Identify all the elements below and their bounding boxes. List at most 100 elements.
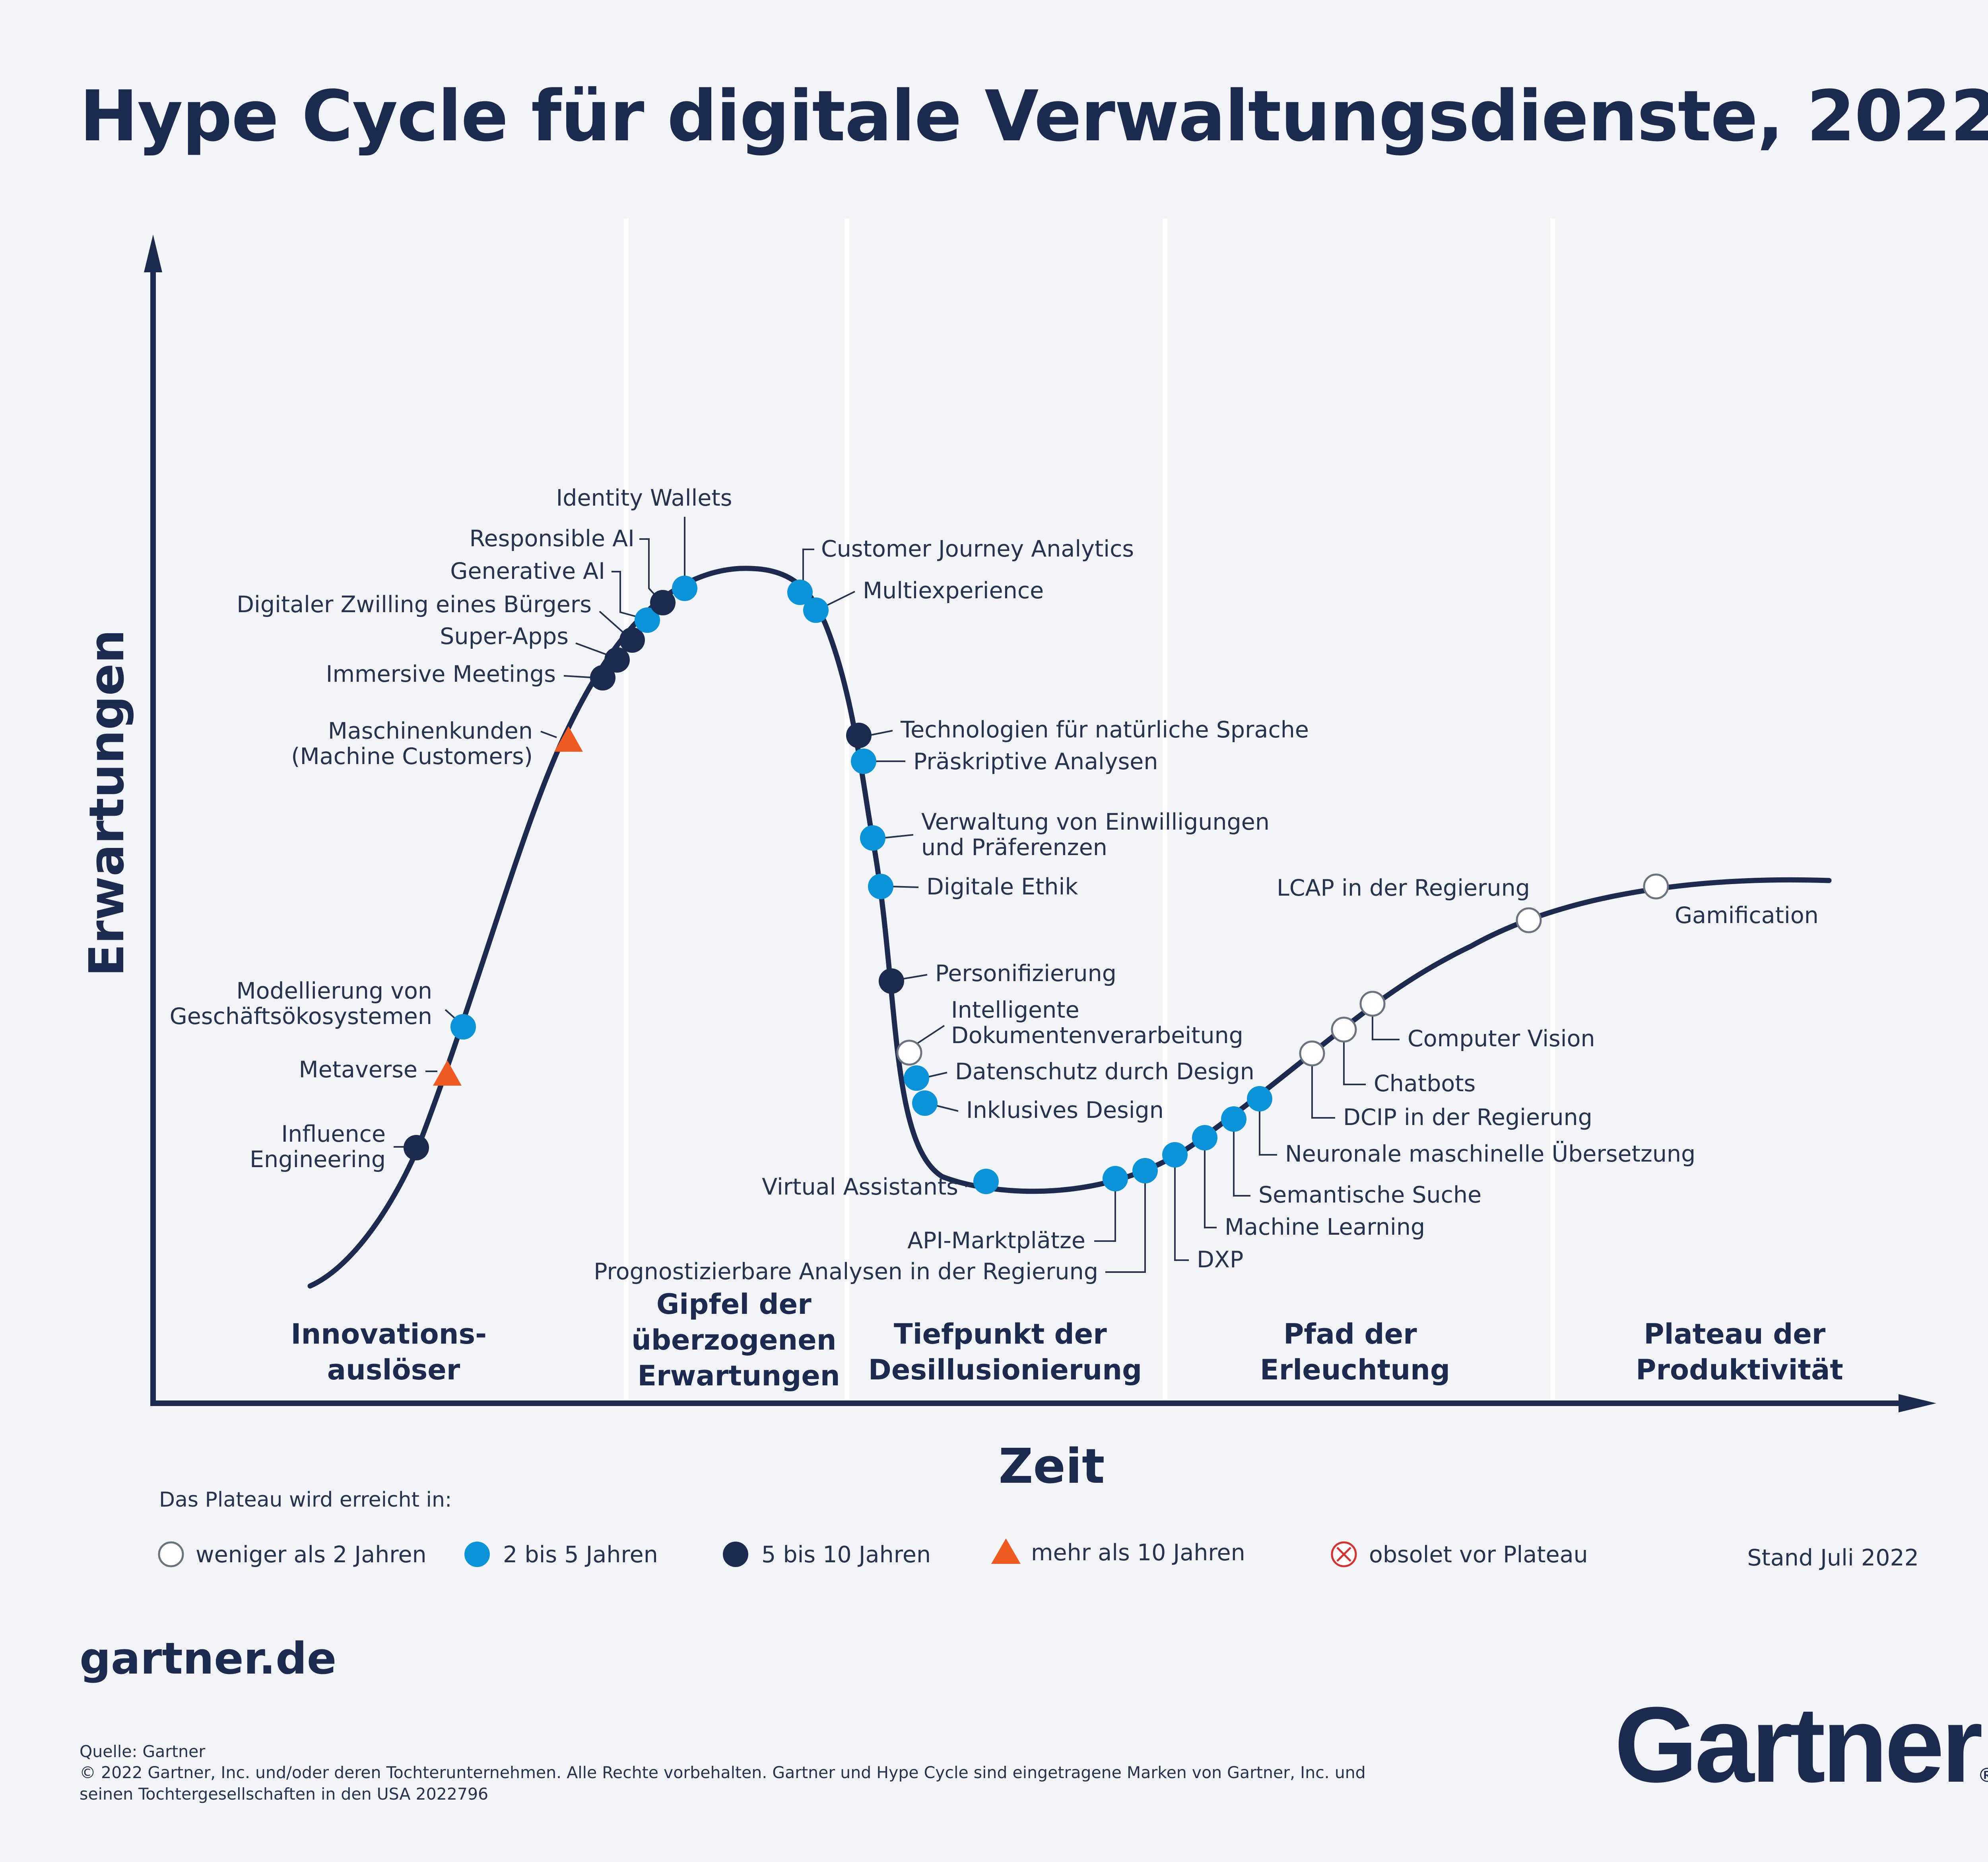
leader-line bbox=[1094, 1189, 1116, 1242]
tech-label-line: Dokumentenverarbeitung bbox=[951, 1022, 1243, 1049]
tech-label: DXP bbox=[1197, 1247, 1243, 1273]
tech-label-line: (Machine Customers) bbox=[291, 743, 533, 770]
tech-label-line: Technologien für natürliche Sprache bbox=[900, 717, 1309, 743]
legend-item-gt10: mehr als 10 Jahren bbox=[991, 1538, 1245, 1566]
blue-circle-icon bbox=[912, 1090, 938, 1116]
leader-line bbox=[1105, 1181, 1146, 1273]
tech-label: LCAP in der Regierung bbox=[1277, 875, 1530, 901]
tech-label: Präskriptive Analysen bbox=[913, 749, 1158, 775]
tech-digitale-ethik: Digitale Ethik bbox=[868, 874, 1078, 900]
tech-label: Neuronale maschinelle Übersetzung bbox=[1285, 1140, 1695, 1167]
tech-label-line: Prognostizierbare Analysen in der Regier… bbox=[594, 1259, 1098, 1285]
phase-innovation-trigger: Innovations- auslöser bbox=[291, 1318, 496, 1386]
legend: Das Plateau wird erreicht in: weniger al… bbox=[158, 1488, 1919, 1571]
tech-label-line: Metaverse bbox=[299, 1057, 417, 1083]
leader-line bbox=[1372, 1014, 1400, 1040]
leader-line bbox=[890, 886, 919, 888]
tech-label: Datenschutz durch Design bbox=[955, 1059, 1254, 1085]
leader-line bbox=[901, 974, 928, 980]
tech-label-line: Datenschutz durch Design bbox=[955, 1059, 1254, 1085]
tech-label-line: Digitale Ethik bbox=[926, 874, 1078, 900]
tech-api-marktplatze: API-Marktplätze bbox=[907, 1166, 1128, 1254]
tech-personifizierung: Personifizierung bbox=[879, 960, 1116, 994]
footer-copyright-1: © 2022 Gartner, Inc. und/oder deren Toch… bbox=[80, 1763, 1366, 1782]
blue-circle-icon bbox=[787, 580, 813, 605]
tech-label: Super-Apps bbox=[440, 623, 569, 650]
navy-circle-icon bbox=[590, 665, 615, 690]
orange-triangle-icon bbox=[433, 1060, 462, 1086]
axes: Erwartungen Zeit bbox=[80, 235, 1936, 1494]
leader-line bbox=[599, 611, 626, 635]
tech-label-line: DXP bbox=[1197, 1247, 1243, 1273]
tech-label: Identity Wallets bbox=[556, 485, 732, 511]
tech-label: Virtual Assistants bbox=[762, 1174, 958, 1200]
tech-datenschutz-durch-design: Datenschutz durch Design bbox=[904, 1059, 1254, 1091]
tech-label: Inklusives Design bbox=[966, 1097, 1164, 1123]
tech-label-line: DCIP in der Regierung bbox=[1343, 1104, 1592, 1131]
blue-circle-icon bbox=[868, 874, 893, 899]
tech-prognostizierbare-analysen-in-der-regierung: Prognostizierbare Analysen in der Regier… bbox=[594, 1158, 1158, 1285]
navy-circle-icon bbox=[404, 1135, 429, 1160]
phase-slope: Pfad der Erleuchtung bbox=[1260, 1318, 1450, 1386]
tech-metaverse: Metaverse bbox=[299, 1057, 462, 1086]
footer: Quelle: Gartner © 2022 Gartner, Inc. und… bbox=[80, 1741, 1551, 1805]
tech-label-line: Personifizierung bbox=[935, 960, 1116, 987]
tech-label: Technologien für natürliche Sprache bbox=[900, 717, 1309, 743]
obsolete-cross-line-2 bbox=[1336, 1547, 1351, 1562]
orange-triangle-icon bbox=[991, 1538, 1021, 1564]
leader-line bbox=[926, 1072, 947, 1078]
tech-label: Metaverse bbox=[299, 1057, 417, 1083]
tech-inklusives-design: Inklusives Design bbox=[912, 1090, 1164, 1123]
blue-circle-icon bbox=[450, 1014, 476, 1040]
tech-label: Immersive Meetings bbox=[326, 661, 556, 687]
tech-label-line: und Präferenzen bbox=[921, 834, 1107, 861]
tech-label-line: Inklusives Design bbox=[966, 1097, 1164, 1123]
tech-chatbots: Chatbots bbox=[1331, 1016, 1475, 1097]
tech-semantische-suche: Semantische Suche bbox=[1221, 1106, 1481, 1208]
navy-circle-icon bbox=[846, 723, 872, 748]
tech-label-line: Intelligente bbox=[951, 997, 1079, 1023]
legend-label-lt2: weniger als 2 Jahren bbox=[196, 1542, 427, 1568]
phase-labels: Innovations- auslöser Gipfel der überzog… bbox=[291, 1288, 1843, 1392]
tech-label-line: Gamification bbox=[1675, 902, 1819, 929]
tech-label: Machine Learning bbox=[1225, 1214, 1425, 1240]
blue-circle-icon bbox=[1221, 1106, 1246, 1132]
leader-line bbox=[868, 730, 893, 736]
blue-circle-icon bbox=[973, 1169, 999, 1194]
y-axis-label: Erwartungen bbox=[80, 629, 135, 976]
phase-peak: Gipfel der überzogenen Erwartungen bbox=[631, 1288, 846, 1392]
footer-source: Quelle: Gartner bbox=[80, 1742, 206, 1761]
tech-maschinenkunden-machine-customers: Maschinenkunden (Machine Customers) bbox=[291, 718, 583, 770]
tech-dxp: DXP bbox=[1162, 1142, 1243, 1273]
blue-circle-icon bbox=[904, 1065, 929, 1091]
tech-label: Digitale Ethik bbox=[926, 874, 1078, 900]
leader-line bbox=[612, 571, 643, 619]
tech-label-line: Machine Learning bbox=[1225, 1214, 1425, 1240]
tech-influence-engineering: Influence Engineering bbox=[250, 1121, 429, 1173]
navy-circle-icon bbox=[723, 1542, 748, 1567]
leader-line bbox=[802, 549, 814, 582]
technology-markers: Influence Engineering Metaverse Modellierun… bbox=[170, 485, 1819, 1285]
open-circle-icon bbox=[158, 1541, 184, 1567]
tech-label: Chatbots bbox=[1374, 1071, 1475, 1097]
leader-line bbox=[882, 834, 914, 839]
tech-label: DCIP in der Regierung bbox=[1343, 1104, 1592, 1131]
tech-label-line: Geschäftsökosystemen bbox=[170, 1003, 432, 1030]
page-title: Hype Cycle für digitale Verwaltungsdiens… bbox=[80, 76, 1988, 157]
tech-label: Generative AI bbox=[450, 558, 605, 584]
as-of-date: Stand Juli 2022 bbox=[1747, 1545, 1919, 1571]
legend-label-2to5: 2 bis 5 Jahren bbox=[503, 1542, 658, 1568]
tech-responsible-ai: Responsible AI bbox=[469, 526, 676, 615]
tech-label: Semantische Suche bbox=[1258, 1182, 1481, 1208]
tech-label-line: Computer Vision bbox=[1408, 1026, 1595, 1052]
navy-circle-icon bbox=[650, 590, 676, 615]
blue-circle-icon bbox=[464, 1542, 490, 1567]
orange-triangle-icon bbox=[554, 726, 583, 752]
tech-label: Verwaltung von Einwilligungen und Präfere… bbox=[921, 809, 1270, 861]
leader-line bbox=[825, 591, 855, 607]
navy-circle-icon bbox=[619, 627, 645, 653]
tech-label-line: Modellierung von bbox=[236, 978, 432, 1004]
footer-copyright-2: seinen Tochtergesellschaften in den USA … bbox=[80, 1784, 489, 1804]
legend-item-2to5: 2 bis 5 Jahren bbox=[464, 1542, 658, 1568]
